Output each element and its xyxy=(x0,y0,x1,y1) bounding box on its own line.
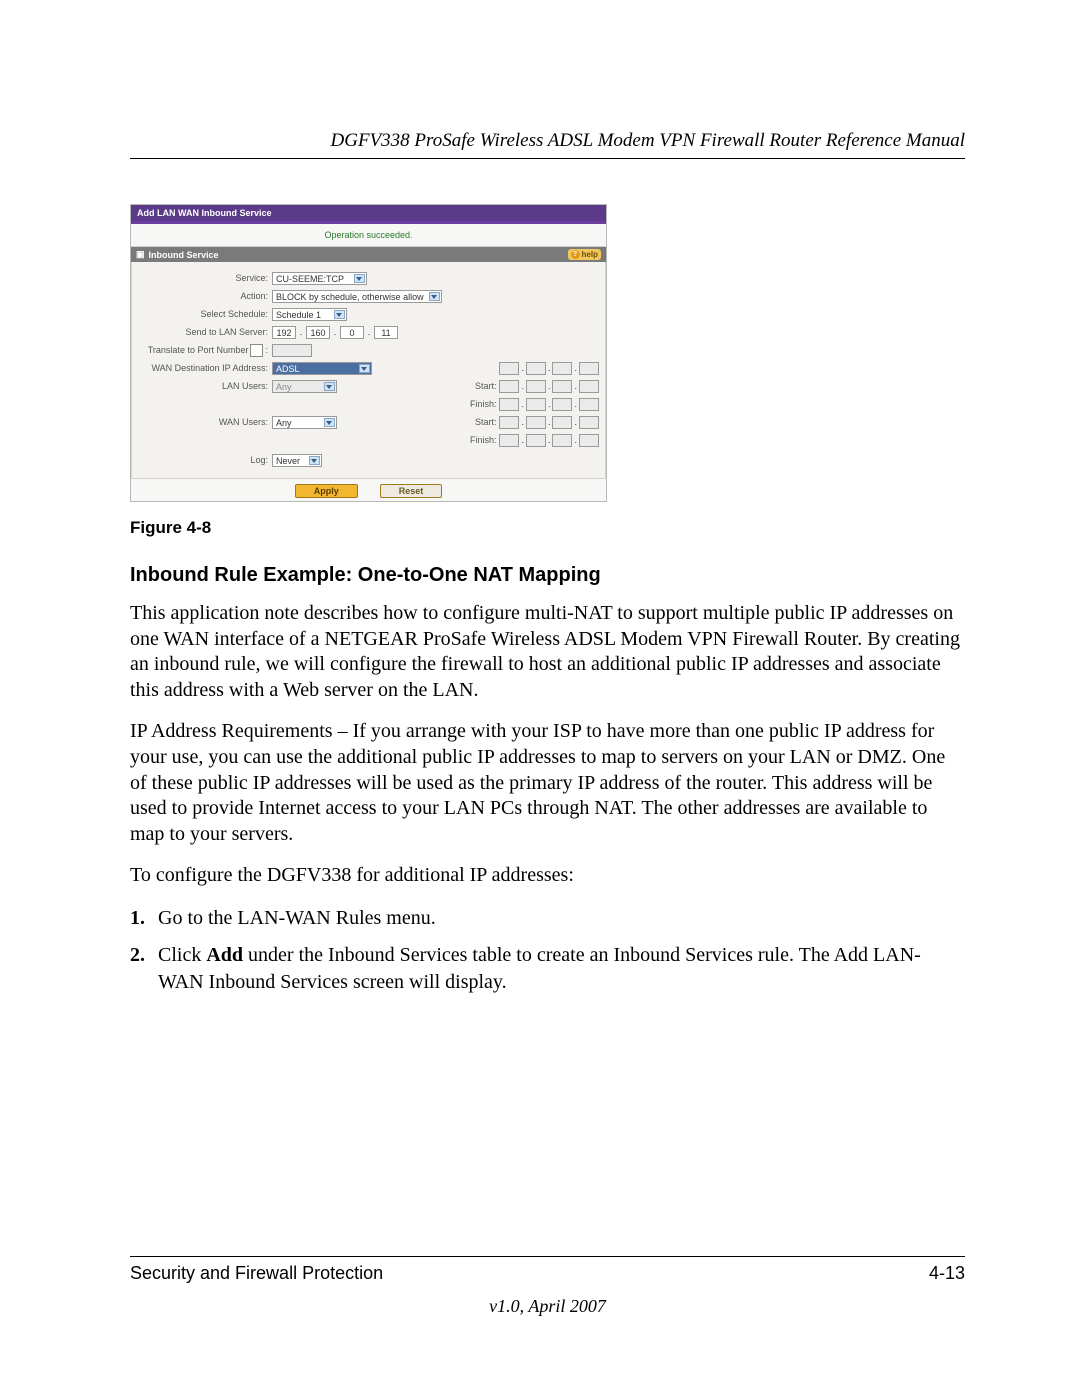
section-header: ▣ Inbound Service help xyxy=(131,247,606,262)
action-label: Action: xyxy=(138,291,272,301)
wandest-select[interactable]: ADSL xyxy=(272,362,372,375)
wanusers-select[interactable]: Any xyxy=(272,416,337,429)
figure-caption: Figure 4-8 xyxy=(130,518,965,538)
footer-left: Security and Firewall Protection xyxy=(130,1263,383,1284)
step-text-2: Click Add under the Inbound Services tab… xyxy=(158,942,965,996)
help-badge[interactable]: help xyxy=(568,249,601,260)
wan-start-octets: . . . xyxy=(499,416,599,429)
step-num-2: 2. xyxy=(130,942,158,996)
schedule-label: Select Schedule: xyxy=(138,309,272,319)
router-ui-panel: Add LAN WAN Inbound Service Operation su… xyxy=(130,204,607,502)
step-num-1: 1. xyxy=(130,905,158,932)
ip-octet-3[interactable]: 0 xyxy=(340,326,364,339)
lanusers-select[interactable]: Any xyxy=(272,380,337,393)
lan-start-label: Start: xyxy=(458,381,499,391)
ip-octet-4[interactable]: 11 xyxy=(374,326,398,339)
lan-finish-octets: . . . xyxy=(499,398,599,411)
action-select[interactable]: BLOCK by schedule, otherwise allow xyxy=(272,290,442,303)
lanusers-label: LAN Users: xyxy=(138,381,272,391)
step-2: 2. Click Add under the Inbound Services … xyxy=(130,942,965,996)
body-para-2: IP Address Requirements – If you arrange… xyxy=(130,719,965,847)
ip-octet-1[interactable]: 192 xyxy=(272,326,296,339)
wandest-octets: . . . xyxy=(499,362,599,375)
log-select[interactable]: Never xyxy=(272,454,322,467)
footer-version: v1.0, April 2007 xyxy=(130,1296,965,1317)
form-area: Service: CU-SEEME:TCP Action: BLOCK by s… xyxy=(131,262,606,479)
steps-list: 1. Go to the LAN-WAN Rules menu. 2. Clic… xyxy=(130,905,965,996)
doc-footer: Security and Firewall Protection 4-13 v1… xyxy=(130,1256,965,1317)
doc-header: DGFV338 ProSafe Wireless ADSL Modem VPN … xyxy=(130,130,965,159)
button-row: Apply Reset xyxy=(131,479,606,501)
wanusers-label: WAN Users: xyxy=(138,417,272,427)
step-1: 1. Go to the LAN-WAN Rules menu. xyxy=(130,905,965,932)
wan-finish-label: Finish: xyxy=(458,435,499,445)
sendto-label: Send to LAN Server: xyxy=(138,327,272,337)
wan-finish-octets: . . . xyxy=(499,434,599,447)
step-text-1: Go to the LAN-WAN Rules menu. xyxy=(158,905,965,932)
body-para-1: This application note describes how to c… xyxy=(130,601,965,703)
body-para-3: To configure the DGFV338 for additional … xyxy=(130,863,965,889)
schedule-select[interactable]: Schedule 1 xyxy=(272,308,347,321)
wan-start-label: Start: xyxy=(458,417,499,427)
footer-right: 4-13 xyxy=(929,1263,965,1284)
section-title: Inbound Rule Example: One-to-One NAT Map… xyxy=(130,564,965,587)
status-message: Operation succeeded. xyxy=(131,224,606,247)
service-select[interactable]: CU-SEEME:TCP xyxy=(272,272,367,285)
section-header-label: Inbound Service xyxy=(149,250,219,260)
lan-start-octets: . . . xyxy=(499,380,599,393)
lan-finish-label: Finish: xyxy=(458,399,499,409)
panel-title: Add LAN WAN Inbound Service xyxy=(131,205,606,221)
translate-port-input[interactable] xyxy=(272,344,312,357)
translate-checkbox[interactable] xyxy=(250,344,263,357)
translate-label: Translate to Port Number : xyxy=(138,344,272,357)
service-label: Service: xyxy=(138,273,272,283)
collapse-icon[interactable]: ▣ xyxy=(136,249,145,260)
apply-button[interactable]: Apply xyxy=(295,484,358,498)
ip-octet-2[interactable]: 160 xyxy=(306,326,330,339)
wandest-label: WAN Destination IP Address: xyxy=(138,363,272,373)
log-label: Log: xyxy=(138,455,272,465)
reset-button[interactable]: Reset xyxy=(380,484,443,498)
